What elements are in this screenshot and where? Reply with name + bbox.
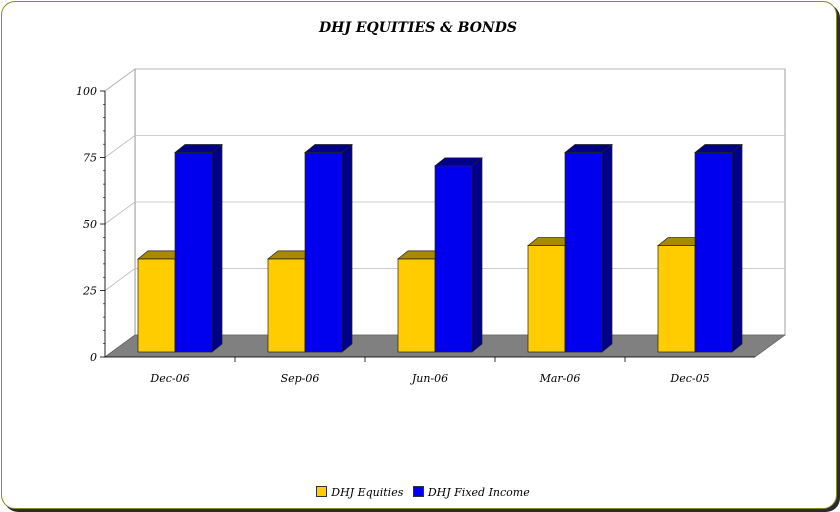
bar-side [341, 143, 353, 353]
bar-front [267, 258, 306, 353]
gridline-side [104, 201, 136, 225]
bar-dhj-fixed-income-mar-06 [564, 143, 613, 353]
bar-dhj-fixed-income-sep-06 [304, 143, 353, 353]
bar-front [434, 165, 473, 353]
legend-label-fixed-income: DHJ Fixed Income [427, 486, 530, 499]
legend-item-fixed-income: DHJ Fixed Income [412, 486, 530, 499]
bar-side [471, 157, 483, 353]
legend-swatch-fixed-income [412, 486, 424, 497]
bar-front [527, 245, 566, 353]
gridline-side [104, 135, 136, 158]
bars-layer [137, 143, 743, 353]
x-tick-label: Mar-06 [539, 372, 581, 385]
gridline-side [104, 268, 136, 291]
x-tick-label: Sep-06 [281, 372, 320, 385]
y-tick-label: 50 [83, 218, 97, 231]
y-tick-label: 100 [76, 85, 97, 98]
gridline-side [104, 68, 136, 92]
x-tick-label: Jun-06 [410, 372, 448, 385]
axis-layer: 0 25 50 75 100 Dec-06 Sep-06 Jun-06 Mar-06 Dec-05 [76, 85, 755, 385]
bar-side [211, 143, 223, 353]
bar-dhj-fixed-income-jun-06 [434, 157, 483, 353]
x-tick-label: Dec-06 [149, 372, 189, 385]
bar-front [397, 258, 436, 353]
bar-front [694, 152, 733, 353]
bar-front [564, 152, 603, 353]
bar-side [731, 143, 743, 353]
bar-front [304, 152, 343, 353]
legend-swatch-equities [316, 486, 328, 497]
chart-title: DHJ EQUITIES & BONDS [319, 20, 517, 36]
legend-item-equities: DHJ Equities [316, 486, 403, 499]
y-tick-label: 75 [83, 152, 97, 165]
y-tick-label: 25 [82, 285, 97, 298]
x-tick-label: Dec-05 [669, 372, 709, 385]
bar-front [657, 245, 696, 353]
legend: DHJ Equities DHJ Fixed Income [0, 486, 840, 499]
bar-dhj-fixed-income-dec-05 [694, 143, 743, 353]
legend-label-equities: DHJ Equities [331, 486, 404, 499]
bar-front [174, 152, 213, 353]
bar-dhj-fixed-income-dec-06 [174, 143, 223, 353]
bar-front [137, 258, 176, 353]
y-tick-label: 0 [90, 351, 97, 364]
bar-side [601, 143, 613, 353]
